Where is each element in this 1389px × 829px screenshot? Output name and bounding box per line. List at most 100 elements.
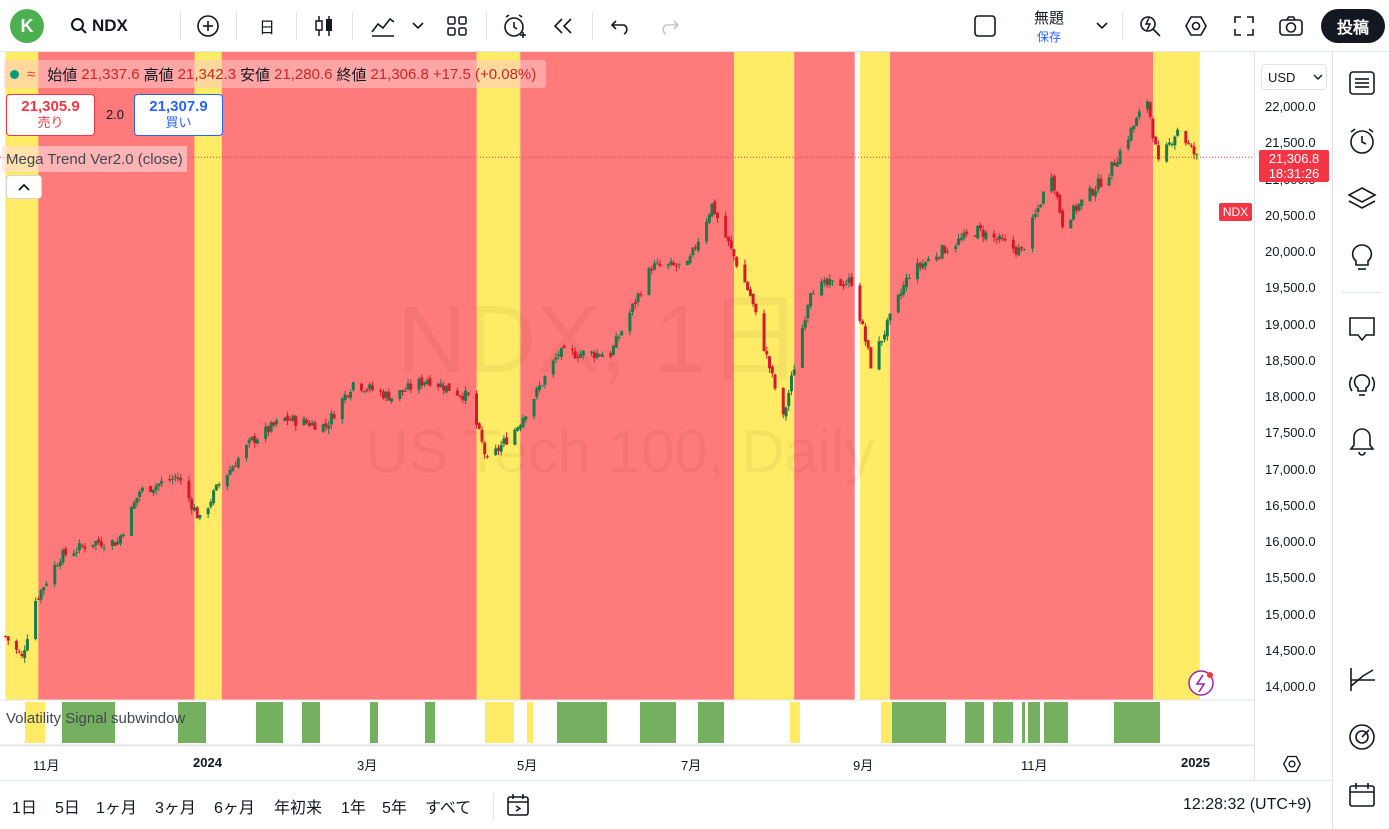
calendar-button[interactable]	[1345, 778, 1379, 812]
signal-bar	[640, 702, 676, 743]
alert-button[interactable]	[498, 8, 532, 44]
timezone-clock[interactable]: 12:28:32 (UTC+9)	[1183, 796, 1312, 813]
compare-add-button[interactable]	[192, 8, 224, 44]
range-button-3[interactable]: 3ヶ月	[155, 800, 196, 817]
snapshot-button[interactable]	[1274, 8, 1308, 44]
save-layout-button[interactable]: 無題 保存	[1016, 6, 1082, 46]
candle-body	[998, 235, 1002, 240]
candle-body	[439, 383, 443, 388]
candle-body	[58, 561, 62, 566]
price-tick: 18,000.0	[1265, 389, 1316, 404]
market-status-dot[interactable]	[10, 69, 19, 79]
candle-body	[609, 352, 613, 357]
plus-circle-icon	[197, 15, 219, 37]
candle-body	[151, 489, 155, 493]
layout-toggle-button[interactable]	[968, 8, 1002, 44]
price-tick: 17,500.0	[1265, 425, 1316, 441]
indicators-button[interactable]	[366, 8, 400, 44]
trading-panel-button[interactable]	[1345, 662, 1379, 696]
save-dropdown[interactable]	[1090, 8, 1114, 44]
candle-body	[707, 214, 711, 223]
candle-body	[61, 550, 65, 563]
indicators-dropdown[interactable]	[406, 8, 430, 44]
ideas-button[interactable]	[1345, 240, 1379, 274]
candle-body	[863, 326, 867, 342]
range-button-5[interactable]: 年初来	[274, 800, 323, 817]
candle-body	[275, 420, 279, 425]
buy-button[interactable]: 21,307.9 買い	[134, 94, 223, 136]
high-label: 高値	[143, 66, 174, 84]
grid-icon	[447, 16, 467, 36]
chart-canvas[interactable]: NDX, 1日 US Tech 100, Daily	[0, 52, 1254, 780]
candle-body	[978, 225, 982, 229]
range-button-6[interactable]: 1年	[341, 800, 366, 817]
chart-pane[interactable]: NDX, 1日 US Tech 100, Daily ≈ 始値 21,337.6 高…	[0, 52, 1332, 780]
publish-button[interactable]: 投稿	[1321, 9, 1385, 43]
interval-button[interactable]: 日	[250, 8, 284, 44]
fullscreen-button[interactable]	[1228, 8, 1260, 44]
candle-body	[475, 393, 479, 425]
candle-body	[1099, 178, 1103, 187]
range-button-1[interactable]: 5日	[55, 800, 80, 817]
candle-body	[1091, 189, 1095, 196]
candle-body	[422, 382, 426, 385]
quick-search-button[interactable]	[1134, 8, 1166, 44]
collapse-legend-button[interactable]	[6, 175, 42, 199]
candle-body	[792, 369, 796, 376]
undo-button[interactable]	[604, 8, 638, 44]
candle-body	[962, 232, 966, 239]
candle-body	[992, 233, 996, 238]
indicator-legend[interactable]: Mega Trend Ver2.0 (close)	[2, 146, 187, 172]
streams-button[interactable]	[1345, 368, 1379, 402]
replay-button[interactable]	[546, 8, 580, 44]
interval-label: 日	[258, 20, 275, 37]
watchlist-button[interactable]	[1345, 66, 1379, 100]
future-space	[1205, 52, 1254, 700]
redo-button[interactable]	[652, 8, 686, 44]
indicators-icon	[371, 17, 395, 37]
candle-body	[896, 294, 900, 313]
candle-body	[72, 553, 76, 556]
candle-body	[839, 279, 843, 286]
chats-button[interactable]	[1345, 312, 1379, 346]
candle-body	[729, 240, 733, 249]
dom-button[interactable]	[1345, 720, 1379, 754]
range-button-8[interactable]: すべて	[425, 800, 472, 817]
candle-body	[384, 391, 388, 398]
goto-date-button[interactable]	[506, 792, 532, 818]
candle-body	[601, 354, 604, 357]
time-scale[interactable]: 11月 2024 3月 5月 7月 9月 11月 2025	[0, 745, 1254, 780]
layouts-button[interactable]	[440, 8, 474, 44]
price-scale[interactable]: USD 22,000.021,500.021,000.020,500.020,0…	[1254, 52, 1332, 780]
settings-button[interactable]	[1180, 8, 1212, 44]
range-button-2[interactable]: 1ヶ月	[96, 800, 137, 817]
candle-body	[540, 385, 544, 387]
candle-body	[23, 650, 27, 658]
candle-body	[403, 390, 407, 392]
range-button-0[interactable]: 1日	[12, 800, 37, 817]
object-tree-button[interactable]	[1345, 182, 1379, 216]
candle-body	[674, 265, 678, 267]
candle-body	[1020, 246, 1024, 249]
candle-body	[321, 424, 325, 432]
candle-body	[381, 391, 385, 399]
sell-button[interactable]: 21,305.9 売り	[6, 94, 95, 136]
candle-body	[1074, 205, 1078, 212]
candle-body	[269, 422, 273, 432]
candle-body	[921, 263, 925, 269]
range-button-7[interactable]: 5年	[382, 800, 407, 817]
candle-body	[677, 263, 681, 265]
user-avatar[interactable]: K	[10, 9, 44, 43]
candle-body	[825, 278, 829, 285]
scale-settings-button[interactable]	[1282, 754, 1304, 774]
candle-body	[1195, 154, 1199, 156]
notifications-button[interactable]	[1345, 424, 1379, 458]
symbol-search-button[interactable]: NDX	[70, 8, 140, 44]
chevron-down-icon	[1096, 22, 1108, 30]
alerts-panel-button[interactable]	[1345, 124, 1379, 158]
candle-body	[113, 542, 117, 546]
currency-select[interactable]: USD	[1261, 64, 1327, 90]
candle-body	[995, 239, 999, 241]
range-button-4[interactable]: 6ヶ月	[214, 800, 255, 817]
chart-type-button[interactable]	[308, 8, 340, 44]
